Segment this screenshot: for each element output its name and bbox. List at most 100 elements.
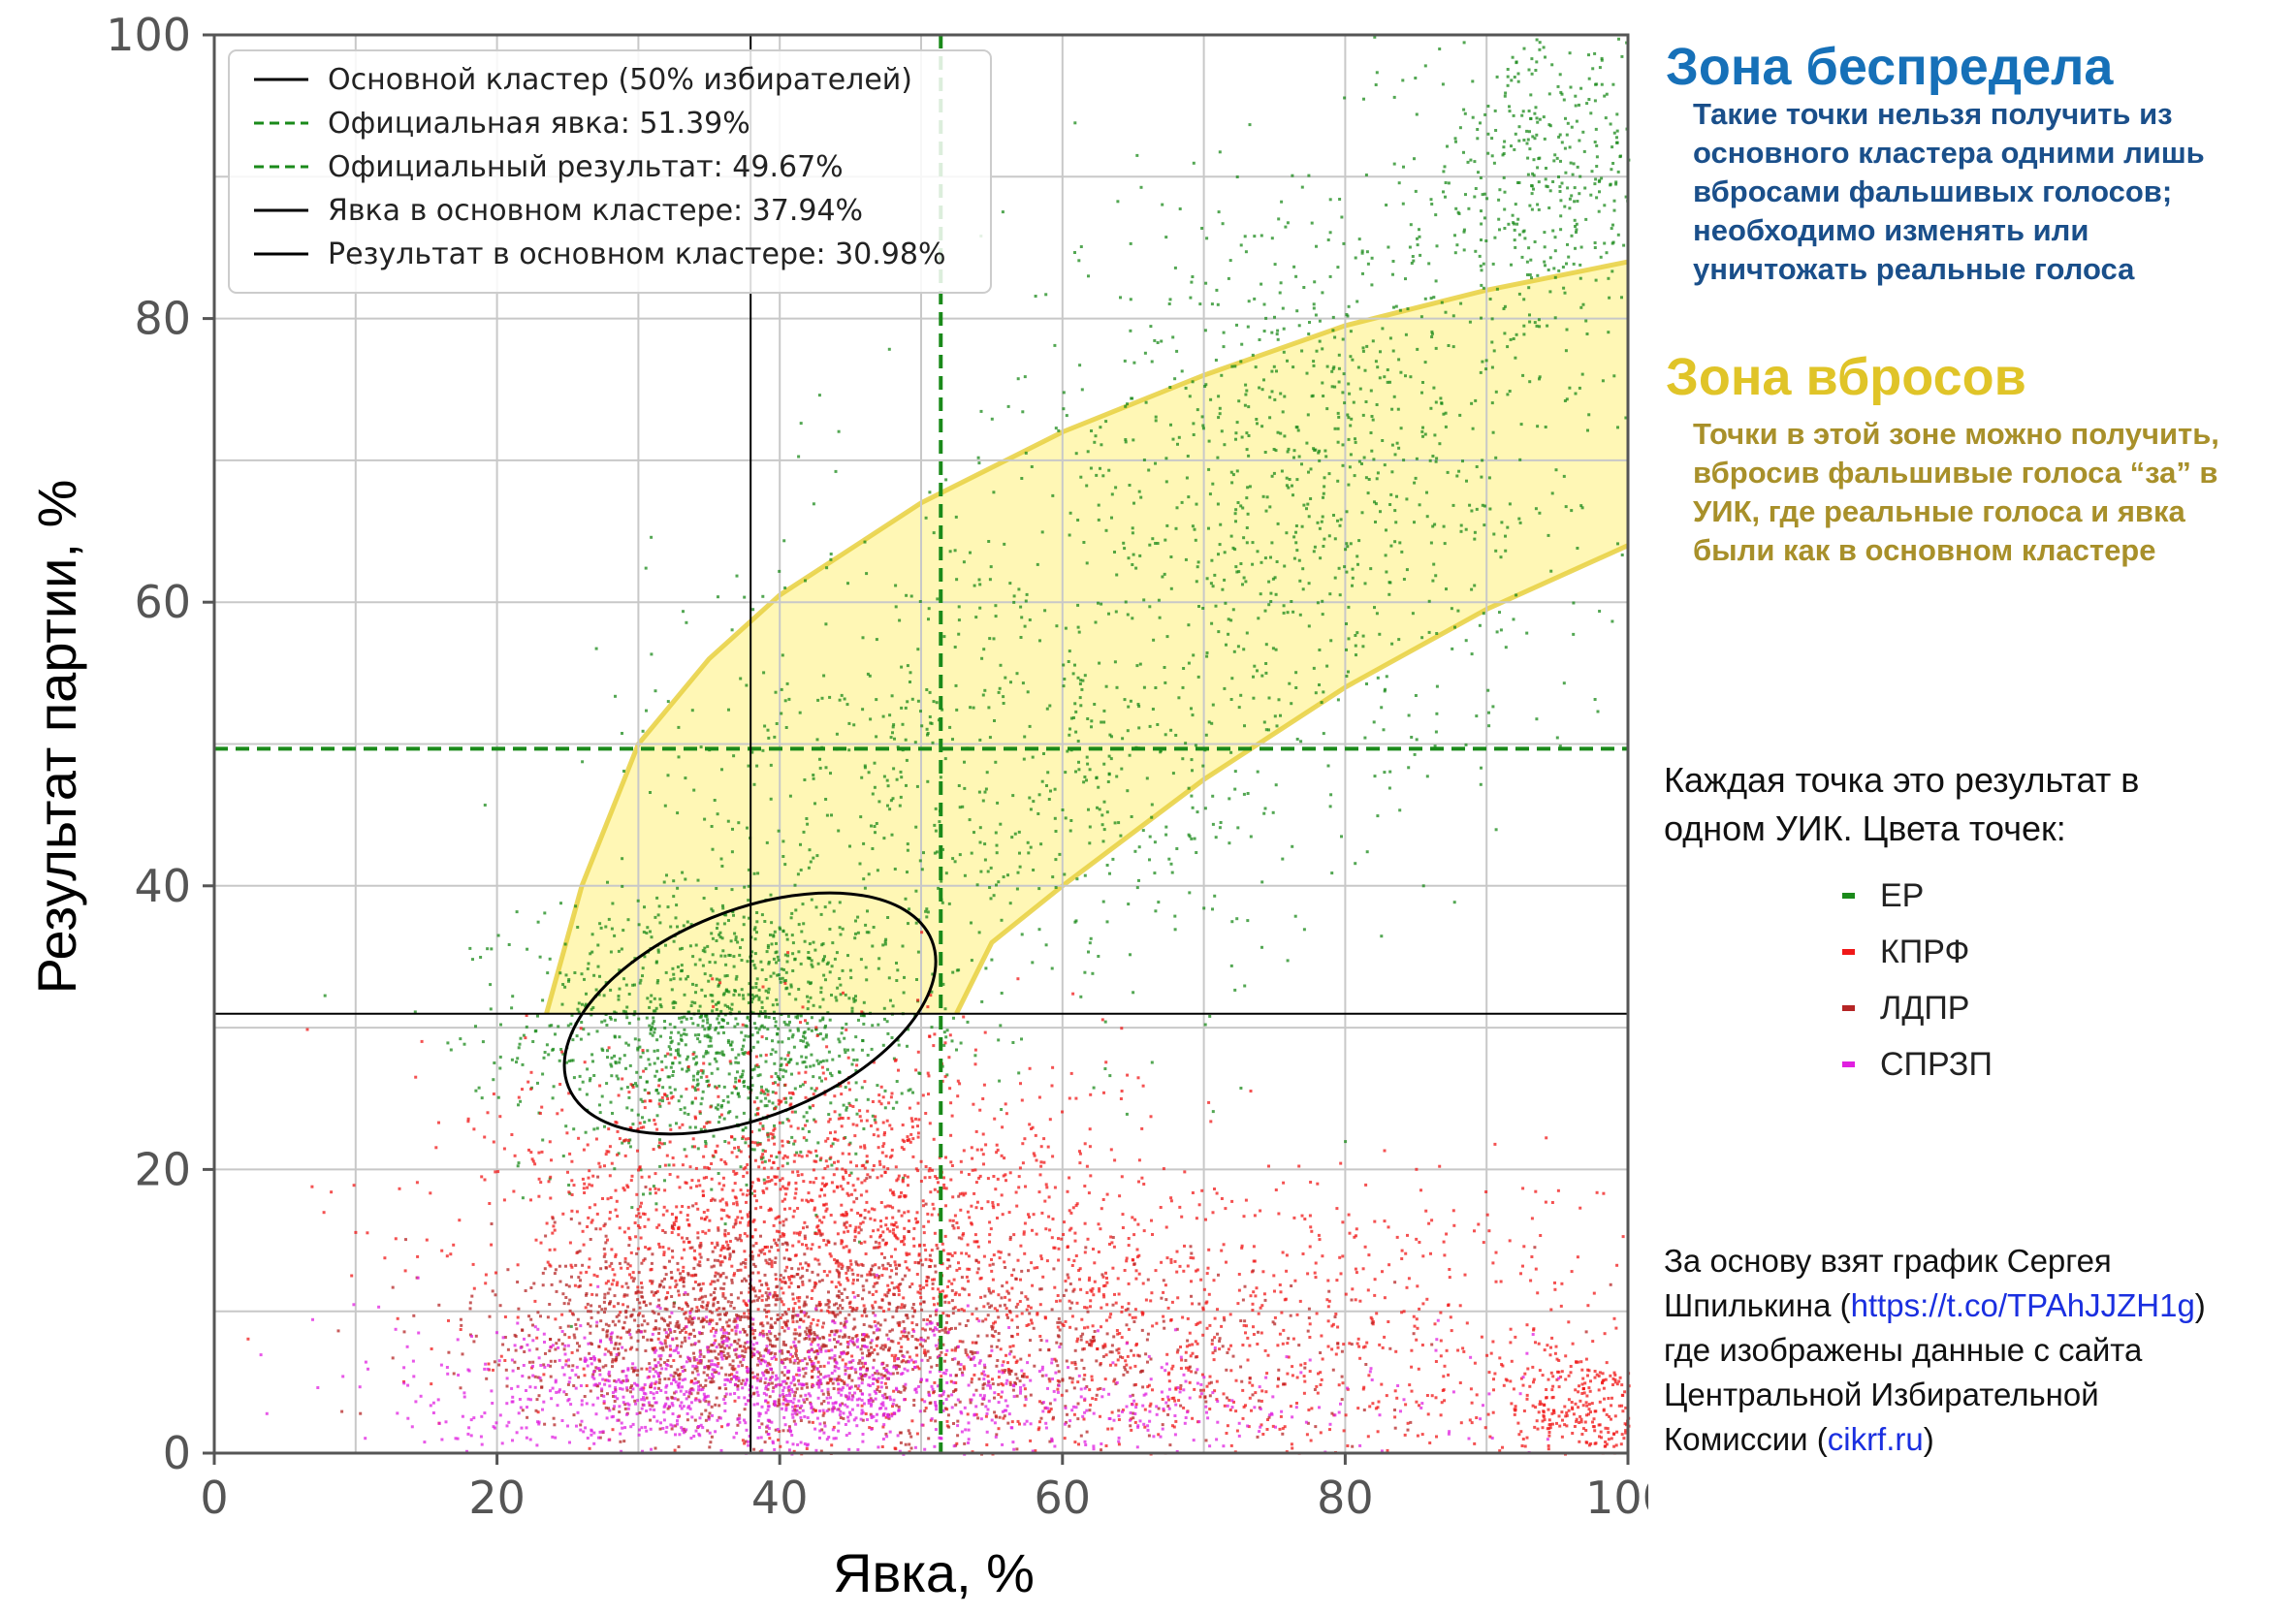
data-point: [654, 1006, 658, 1010]
data-point: [1373, 775, 1377, 778]
data-point: [1264, 509, 1268, 513]
data-point: [774, 1025, 778, 1028]
data-point: [591, 1174, 595, 1178]
data-point: [827, 1050, 831, 1054]
data-point: [1244, 580, 1248, 584]
data-point: [521, 1062, 525, 1066]
data-point: [615, 1283, 619, 1287]
data-point: [747, 1223, 750, 1227]
data-point: [714, 1151, 718, 1155]
data-point: [848, 1259, 852, 1263]
data-point: [1405, 568, 1409, 572]
data-point: [1098, 1286, 1101, 1290]
data-point: [914, 825, 918, 829]
data-point: [807, 1191, 811, 1195]
data-point: [914, 1220, 918, 1224]
data-point: [1611, 162, 1615, 165]
data-point: [552, 1047, 556, 1051]
data-point: [1560, 181, 1564, 185]
data-point: [715, 1086, 718, 1090]
data-point: [701, 1230, 705, 1234]
data-point: [1470, 401, 1474, 405]
data-point: [1480, 209, 1483, 213]
data-point: [571, 1059, 575, 1062]
data-point: [709, 994, 713, 997]
data-point: [398, 1187, 401, 1190]
data-point: [594, 647, 598, 650]
data-point: [666, 1097, 670, 1100]
data-point: [761, 1329, 765, 1333]
data-point: [879, 1234, 882, 1237]
data-point: [1572, 262, 1576, 266]
data-point: [588, 1169, 591, 1173]
data-point: [756, 1106, 760, 1110]
data-point: [649, 1188, 653, 1191]
data-point: [1347, 437, 1351, 441]
data-point: [787, 992, 791, 996]
data-point: [588, 1257, 591, 1261]
data-point: [812, 1003, 815, 1007]
data-point: [625, 1016, 629, 1020]
data-point: [1516, 181, 1519, 184]
data-point: [703, 1028, 707, 1031]
data-point: [629, 1276, 633, 1280]
data-point: [1158, 616, 1162, 619]
data-point: [1519, 423, 1523, 427]
data-point: [720, 1050, 724, 1054]
data-point: [623, 1154, 627, 1157]
data-point: [870, 1207, 874, 1211]
data-point: [1164, 538, 1167, 542]
data-point: [765, 1036, 769, 1040]
data-point: [1329, 793, 1333, 797]
data-point: [1257, 617, 1260, 620]
data-point: [1510, 144, 1513, 148]
data-point: [663, 1179, 666, 1183]
data-point: [824, 622, 828, 626]
data-point: [806, 1247, 810, 1251]
data-point: [654, 1074, 657, 1078]
data-point: [847, 1174, 851, 1177]
data-point: [974, 1206, 978, 1210]
data-point: [886, 916, 890, 919]
data-point: [598, 1084, 602, 1088]
data-point: [1221, 222, 1225, 226]
data-point: [685, 1017, 688, 1021]
data-point: [785, 1248, 788, 1251]
data-point: [1599, 255, 1603, 259]
data-point: [752, 995, 756, 998]
data-point: [1302, 503, 1306, 507]
data-point: [608, 1016, 612, 1020]
data-point: [1531, 135, 1535, 139]
data-point: [663, 1020, 666, 1023]
data-point: [929, 1418, 933, 1422]
data-point: [1115, 775, 1119, 778]
data-point: [1569, 85, 1573, 89]
data-point: [684, 1181, 687, 1185]
data-point: [843, 1048, 846, 1052]
data-point: [651, 1033, 654, 1037]
data-point: [678, 1016, 682, 1020]
data-point: [1229, 698, 1233, 701]
data-point: [974, 616, 978, 619]
data-point: [584, 1130, 588, 1134]
data-point: [1064, 771, 1068, 775]
data-point: [1276, 329, 1280, 332]
data-point: [1383, 463, 1387, 467]
data-point: [701, 1069, 705, 1073]
data-point: [1184, 386, 1188, 390]
data-point: [750, 950, 754, 954]
data-point: [878, 1235, 881, 1239]
data-point: [1196, 810, 1199, 814]
data-point: [636, 1113, 640, 1117]
data-point: [1405, 497, 1409, 501]
data-point: [481, 1040, 485, 1044]
data-point: [1397, 358, 1401, 362]
data-point: [590, 1184, 594, 1188]
data-point: [710, 907, 714, 911]
data-point: [1615, 112, 1619, 116]
data-point: [1229, 750, 1233, 754]
data-point: [1573, 218, 1577, 222]
data-point: [1019, 1082, 1022, 1086]
data-point: [1557, 175, 1560, 178]
data-point: [779, 977, 781, 981]
